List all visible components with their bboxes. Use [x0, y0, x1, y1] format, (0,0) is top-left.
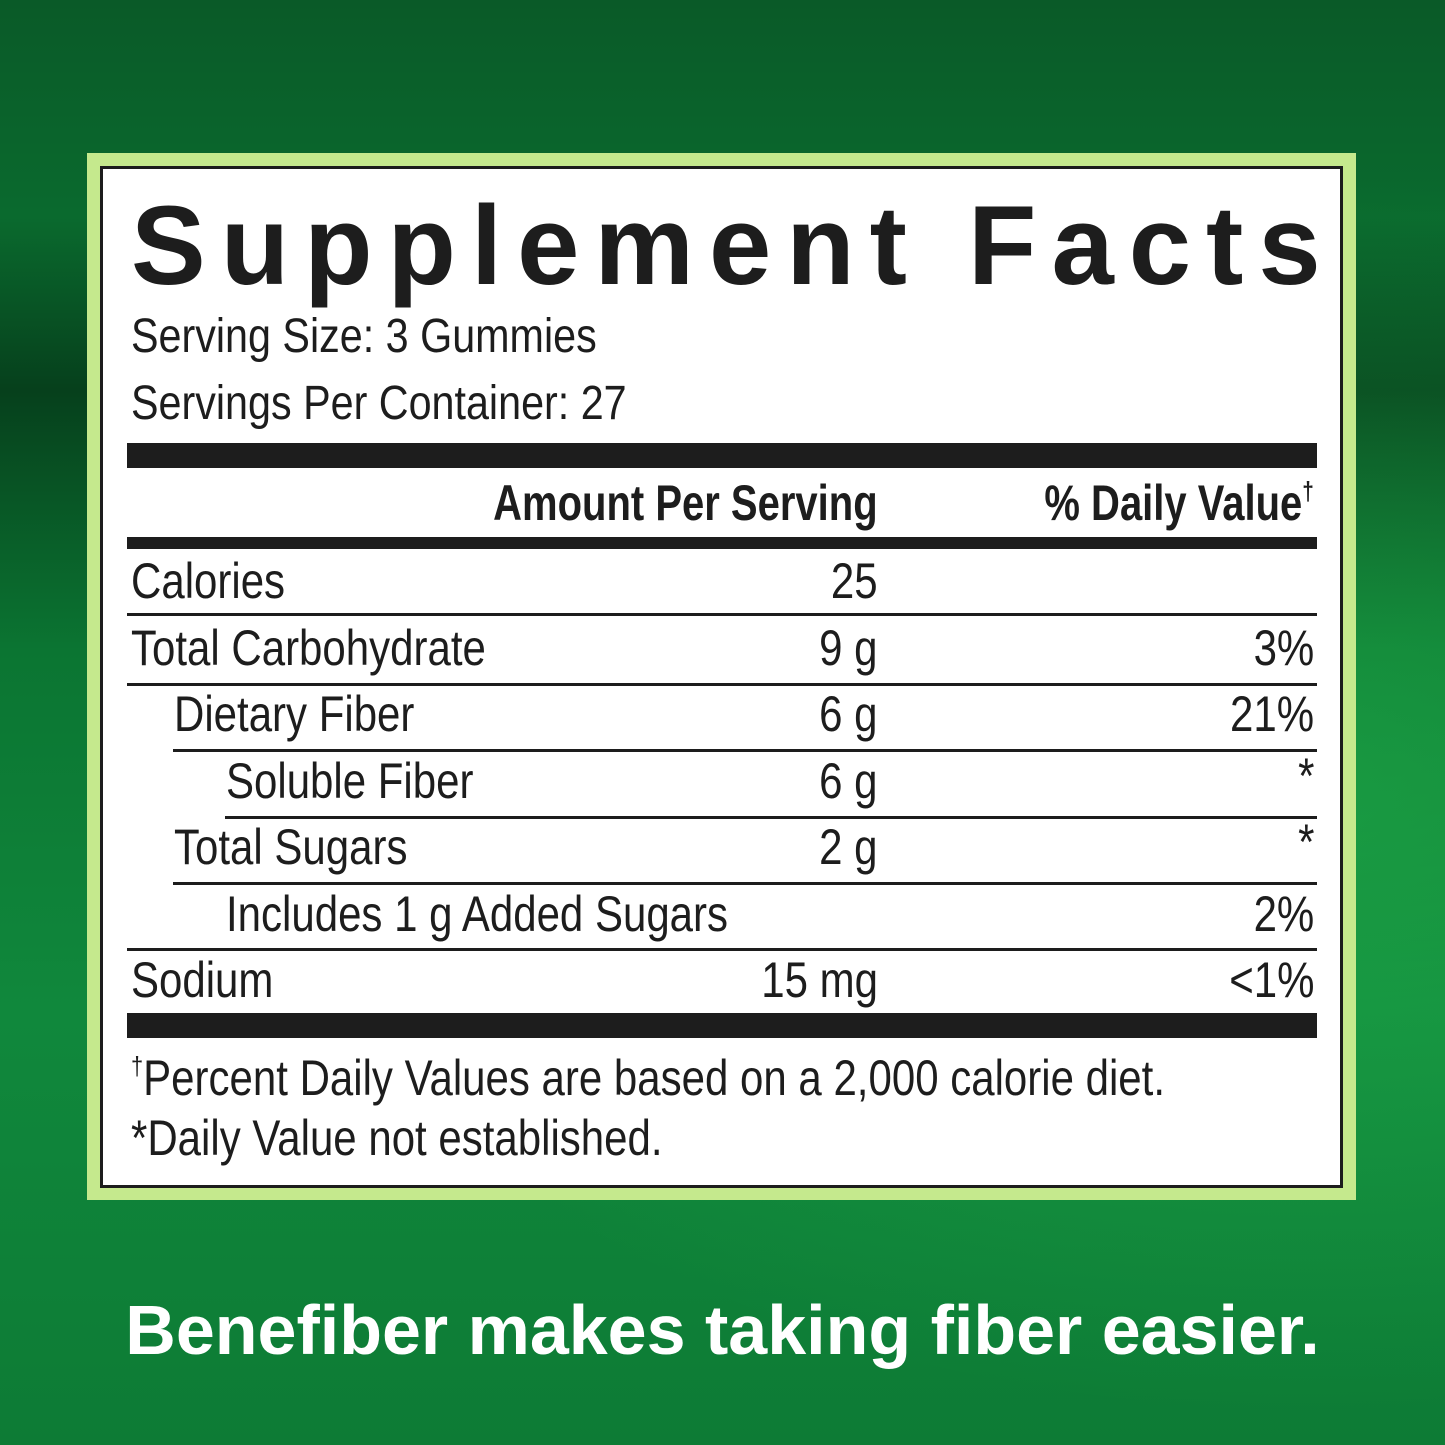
row-dv-total-carbohydrate: 3%	[1253, 620, 1314, 676]
header-dv-text: % Daily Value	[1044, 475, 1303, 531]
row-dv-added-sugars: 2%	[1253, 886, 1314, 942]
dagger-mark: †	[1302, 476, 1314, 506]
row-label-total-carbohydrate: Total Carbohydrate	[131, 620, 486, 676]
row-divider	[173, 882, 1317, 885]
row-dv-sodium: <1%	[1228, 952, 1314, 1008]
row-label-soluble-fiber: Soluble Fiber	[226, 753, 474, 809]
thick-divider	[127, 443, 1317, 468]
row-divider	[225, 816, 1317, 819]
row-divider	[127, 948, 1317, 951]
row-dv-total-sugars: *	[1297, 814, 1314, 870]
row-amount-total-carbohydrate: 9 g	[819, 620, 878, 676]
medium-divider	[127, 537, 1317, 549]
row-amount-dietary-fiber: 6 g	[819, 686, 878, 742]
row-label-total-sugars: Total Sugars	[174, 819, 408, 875]
header-amount: Amount Per Serving	[493, 475, 878, 531]
row-amount-soluble-fiber: 6 g	[819, 753, 878, 809]
servings-per-container: Servings Per Container: 27	[131, 377, 627, 430]
row-divider	[127, 613, 1317, 616]
row-label-calories: Calories	[131, 553, 286, 609]
dagger-mark: †	[131, 1051, 144, 1081]
tagline: Benefiber makes taking fiber easier.	[125, 1291, 1320, 1369]
row-label-dietary-fiber: Dietary Fiber	[174, 686, 415, 742]
row-divider	[173, 749, 1317, 752]
row-dv-dietary-fiber: 21%	[1229, 686, 1314, 742]
row-amount-calories: 25	[831, 553, 878, 609]
header-daily-value: % Daily Value†	[1045, 474, 1314, 532]
row-dv-soluble-fiber: *	[1297, 748, 1314, 804]
row-amount-sodium: 15 mg	[761, 952, 878, 1008]
row-divider	[127, 683, 1317, 686]
footnote-daily-values: †Percent Daily Values are based on a 2,0…	[131, 1049, 1165, 1107]
row-label-added-sugars: Includes 1 g Added Sugars	[226, 886, 729, 942]
row-label-sodium: Sodium	[131, 952, 274, 1008]
footnote-1-text: Percent Daily Values are based on a 2,00…	[143, 1050, 1166, 1106]
serving-size: Serving Size: 3 Gummies	[131, 310, 597, 363]
row-amount-total-sugars: 2 g	[819, 819, 878, 875]
footnote-not-established: *Daily Value not established.	[131, 1110, 663, 1166]
supplement-facts-panel: Supplement Facts Serving Size: 3 Gummies…	[100, 166, 1343, 1188]
panel-title: Supplement Facts	[131, 183, 1336, 308]
thick-divider	[127, 1013, 1317, 1038]
